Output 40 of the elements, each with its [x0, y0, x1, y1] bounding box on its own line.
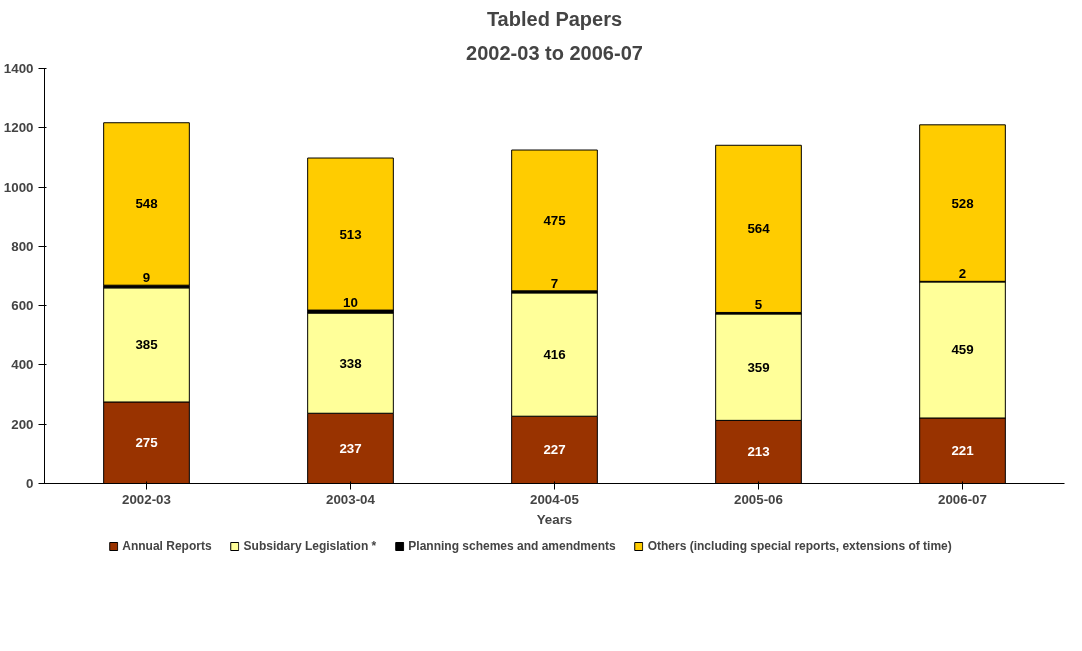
data-label: 475 [543, 212, 567, 228]
y-tick-label: 200 [11, 416, 34, 432]
data-label: 10 [343, 295, 358, 311]
data-label: 5 [754, 297, 763, 313]
data-label: 385 [135, 337, 159, 353]
x-tick-label: 2002-03 [122, 491, 171, 507]
x-tick-label: 2006-07 [938, 491, 987, 507]
y-tick-label: 400 [11, 357, 34, 373]
legend-label: Planning schemes and amendments [408, 539, 616, 553]
data-label: 237 [339, 440, 362, 456]
chart-title: Tabled Papers [486, 7, 623, 30]
y-tick-label: 0 [26, 476, 34, 491]
data-label: 2 [958, 266, 967, 282]
chart-subtitle: 2002-03 to 2006-07 [466, 41, 643, 64]
y-tick-label: 600 [11, 298, 34, 314]
data-label: 459 [951, 342, 974, 358]
data-label: 513 [339, 226, 362, 242]
x-tick-label: 2005-06 [734, 491, 783, 507]
y-tick-label: 1000 [3, 179, 34, 195]
data-label: 338 [339, 355, 362, 371]
y-tick-label: 1400 [3, 61, 34, 76]
legend-label: Subsidary Legislation * [243, 539, 377, 553]
data-label: 528 [951, 195, 974, 211]
data-label: 359 [747, 359, 770, 375]
legend-label: Others (including special reports, extensions of time) [647, 539, 952, 553]
data-label: 7 [550, 275, 559, 291]
x-tick-label: 2003-04 [326, 491, 376, 507]
data-label: 564 [747, 221, 771, 237]
y-tick-label: 1200 [3, 120, 34, 136]
data-label: 9 [142, 270, 151, 286]
data-label: 548 [135, 196, 158, 212]
data-label: 275 [135, 435, 159, 451]
x-axis-title: Years [536, 511, 573, 527]
data-label: 221 [951, 443, 975, 459]
y-tick-label: 800 [11, 238, 34, 254]
data-label: 213 [747, 444, 770, 460]
data-label: 227 [543, 442, 566, 458]
data-label: 416 [543, 347, 566, 363]
x-tick-label: 2004-05 [530, 491, 580, 507]
legend-label: Annual Reports [122, 539, 212, 553]
